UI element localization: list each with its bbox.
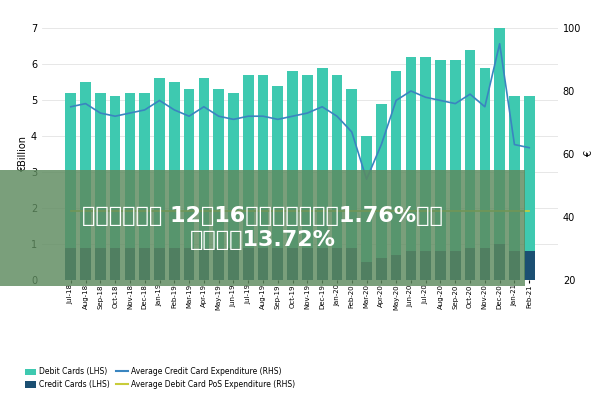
Bar xyxy=(479,248,490,280)
Bar xyxy=(509,251,520,280)
Bar xyxy=(80,82,91,248)
Bar xyxy=(435,251,446,280)
Bar xyxy=(435,60,446,251)
Bar xyxy=(228,93,239,248)
Bar xyxy=(302,75,313,248)
Bar xyxy=(214,248,224,280)
Bar xyxy=(199,78,209,248)
Bar xyxy=(258,248,268,280)
Bar xyxy=(184,89,194,248)
Bar xyxy=(272,86,283,248)
Text: 在线配资服务 12月16日锋龙转债上涨1.76%，转
股溢价率13.72%: 在线配资服务 12月16日锋龙转债上涨1.76%，转 股溢价率13.72% xyxy=(82,206,443,250)
Bar xyxy=(65,93,76,248)
Y-axis label: €: € xyxy=(584,151,594,157)
Bar xyxy=(332,248,342,280)
Bar xyxy=(169,82,179,248)
Bar xyxy=(406,251,416,280)
Bar xyxy=(509,96,520,251)
Bar xyxy=(376,258,386,280)
Bar xyxy=(450,60,461,251)
Bar xyxy=(125,248,135,280)
Bar xyxy=(450,251,461,280)
Bar xyxy=(494,10,505,244)
Bar xyxy=(95,248,106,280)
Bar xyxy=(169,248,179,280)
Y-axis label: €Billion: €Billion xyxy=(18,136,28,172)
Bar xyxy=(346,248,357,280)
Bar xyxy=(524,251,535,280)
Bar xyxy=(110,96,121,248)
Bar xyxy=(287,71,298,248)
Bar xyxy=(421,251,431,280)
Bar xyxy=(243,248,254,280)
Bar xyxy=(125,93,135,248)
Bar xyxy=(361,136,372,262)
Bar xyxy=(272,248,283,280)
Bar xyxy=(243,75,254,248)
Bar xyxy=(317,248,328,280)
Bar xyxy=(154,78,165,248)
Bar xyxy=(80,248,91,280)
Legend: Debit Cards (LHS), Credit Cards (LHS), Average Credit Card Expenditure (RHS), Av: Debit Cards (LHS), Credit Cards (LHS), A… xyxy=(22,364,298,392)
Bar xyxy=(391,71,401,255)
Bar xyxy=(376,104,386,258)
Bar xyxy=(287,248,298,280)
Bar xyxy=(139,93,150,248)
Bar xyxy=(494,244,505,280)
Bar xyxy=(95,93,106,248)
Bar xyxy=(184,248,194,280)
Bar xyxy=(332,75,342,248)
Bar xyxy=(110,248,121,280)
Bar xyxy=(524,96,535,251)
Bar xyxy=(391,255,401,280)
Bar xyxy=(139,248,150,280)
Bar xyxy=(228,248,239,280)
Bar xyxy=(361,262,372,280)
Bar xyxy=(465,50,475,248)
Bar xyxy=(154,248,165,280)
Bar xyxy=(214,89,224,248)
Bar xyxy=(406,57,416,251)
Bar xyxy=(465,248,475,280)
Bar xyxy=(258,75,268,248)
Bar xyxy=(421,57,431,251)
Bar xyxy=(317,68,328,248)
Bar xyxy=(302,248,313,280)
Bar xyxy=(199,248,209,280)
Bar xyxy=(346,89,357,248)
Bar xyxy=(479,68,490,248)
Bar xyxy=(65,248,76,280)
